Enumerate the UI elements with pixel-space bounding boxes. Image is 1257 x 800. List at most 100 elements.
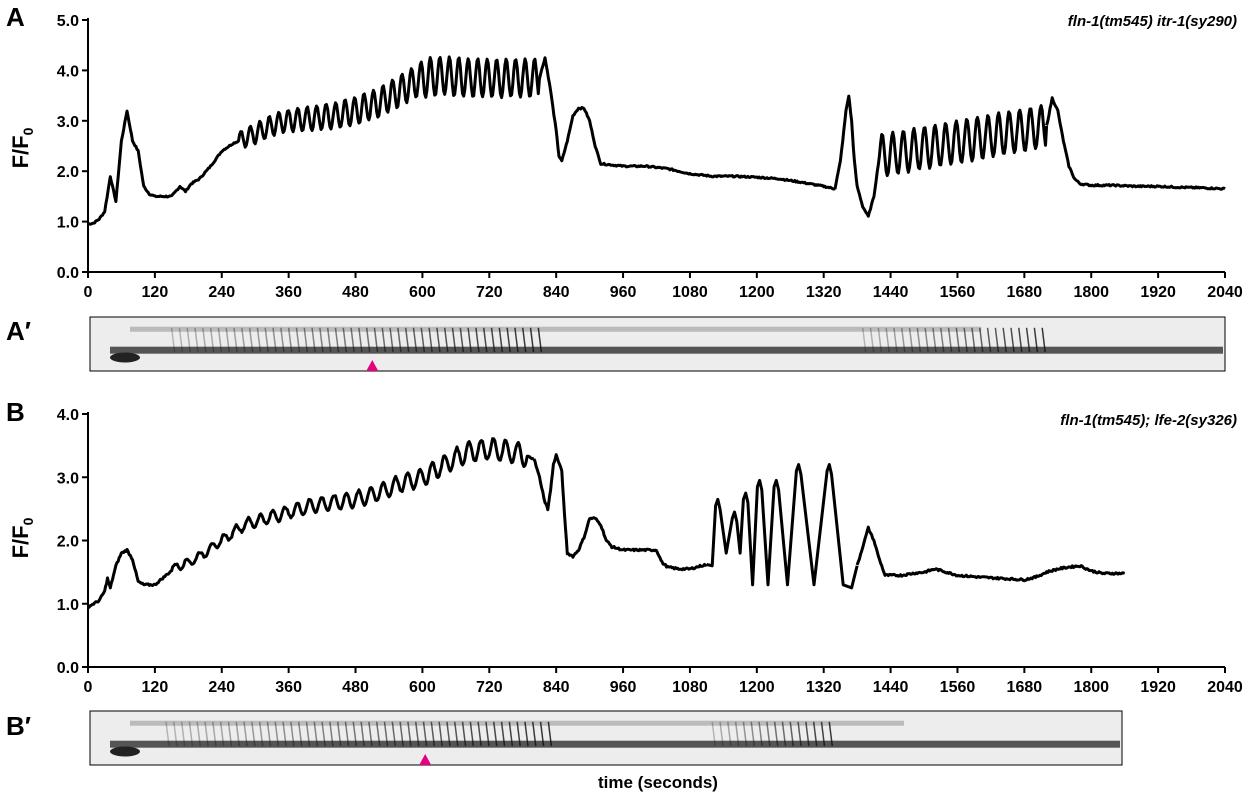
- kymo-stripe: [344, 721, 350, 747]
- kymo-stripe: [329, 721, 334, 747]
- kymo-stripe: [217, 327, 223, 353]
- kymo-stripe: [303, 327, 308, 353]
- kymo-stripe: [225, 327, 230, 353]
- y-tick-label: 3.0: [57, 114, 79, 131]
- kymo-stripe: [311, 327, 316, 353]
- kymo-stripe: [188, 721, 194, 747]
- panel-b-trace-group: [87, 437, 1126, 609]
- kymo-stripe: [170, 327, 176, 353]
- kymo-stripe: [375, 721, 381, 747]
- kymo-stripe: [482, 327, 488, 353]
- panel-trace-segment: [1045, 96, 1226, 191]
- kymo-stripe: [955, 327, 961, 353]
- panel-a-trace-group: [87, 55, 1226, 226]
- kymo-stripe: [742, 721, 748, 747]
- kymo-stripe: [202, 327, 207, 353]
- panel-b-spike-train: [706, 463, 859, 590]
- kymo-stripe: [877, 327, 883, 353]
- x-tick-label: 960: [610, 284, 637, 301]
- kymo-band: [130, 326, 982, 332]
- kymo-stripe: [734, 721, 740, 747]
- kymo-stripe: [342, 327, 348, 353]
- y-tick-label: 2.0: [57, 164, 79, 181]
- y-tick-label: 0.0: [57, 265, 79, 282]
- kymo-stripe: [297, 721, 303, 747]
- x-tick-label: 960: [610, 679, 637, 696]
- kymo-stripe: [820, 721, 826, 747]
- panel-b-axes: 0.0 1.0 2.0 3.0 4.0 0 120 240 360 480 600 720 840 960…: [57, 407, 1243, 696]
- x-tick-label: 0: [84, 679, 93, 696]
- panel-b-ylabel: F/F0: [8, 517, 36, 558]
- kymo-stripe: [477, 721, 482, 747]
- y-tick-label: 4.0: [57, 407, 79, 424]
- kymo-stripe: [389, 327, 394, 353]
- y-tick-label: 1.0: [57, 597, 79, 614]
- kymo-stripe: [194, 327, 199, 353]
- kymo-stripe: [529, 327, 535, 353]
- x-tick-label: 1200: [739, 679, 775, 696]
- kymo-stripe: [947, 327, 953, 353]
- kymo-stripe: [446, 721, 451, 747]
- kymo-stripe: [500, 721, 506, 747]
- kymo-stripe: [430, 721, 436, 747]
- kymo-stripe: [248, 327, 254, 353]
- x-tick-label: 1080: [672, 679, 708, 696]
- kymo-stripe: [916, 327, 922, 353]
- kymo-stripe: [789, 721, 795, 747]
- panel-a-ylabel: F/F0: [8, 127, 36, 168]
- kymo-stripe: [475, 327, 480, 353]
- x-tick-label: 720: [476, 284, 503, 301]
- kymo-stripe: [900, 327, 906, 353]
- kymo-stripe: [414, 721, 420, 747]
- kymo-stripe: [373, 327, 379, 353]
- x-tick-label: 1440: [873, 284, 909, 301]
- kymo-stripe: [1041, 327, 1046, 353]
- x-tick-label: 1800: [1073, 284, 1109, 301]
- kymo-stripe: [233, 327, 238, 353]
- panel-trace-segment: [87, 437, 535, 609]
- kymo-stripe: [290, 721, 295, 747]
- kymo-stripe: [1002, 327, 1007, 353]
- y-tick-label: 2.0: [57, 534, 79, 551]
- kymo-stripe: [412, 327, 418, 353]
- x-tick-label: 360: [275, 679, 302, 696]
- x-tick-label: 1560: [940, 284, 976, 301]
- kymo-band: [110, 346, 1223, 354]
- kymo-band: [110, 740, 1120, 748]
- x-tick-label: 600: [409, 679, 436, 696]
- kymo-stripe: [514, 327, 519, 353]
- x-tick-label: 840: [543, 284, 570, 301]
- kymo-stripe: [178, 327, 184, 353]
- kymo-stripe: [828, 721, 834, 747]
- kymo-stripe: [766, 721, 771, 747]
- kymo-stripe: [404, 327, 410, 353]
- kymograph-b-prime: B′: [6, 710, 1123, 766]
- kymo-stripe: [336, 721, 342, 747]
- kymo-stripe: [498, 327, 504, 353]
- kymo-stripe: [469, 721, 475, 747]
- kymo-stripe: [407, 721, 412, 747]
- kymo-stripe: [924, 327, 929, 353]
- kymo-stripe: [493, 721, 498, 747]
- kymo-stripe: [861, 327, 867, 353]
- kymo-stripe: [391, 721, 397, 747]
- kymo-blob: [110, 746, 140, 757]
- y-tick-label: 3.0: [57, 470, 79, 487]
- kymo-stripe: [258, 721, 264, 747]
- kymo-blob: [110, 352, 140, 363]
- kymo-stripe: [908, 327, 914, 353]
- kymo-stripe: [758, 721, 763, 747]
- kymo-stripe: [711, 721, 716, 747]
- x-tick-label: 1560: [940, 679, 976, 696]
- kymo-stripe: [243, 721, 248, 747]
- kymo-stripe: [485, 721, 490, 747]
- kymo-stripe: [506, 327, 511, 353]
- kymo-stripe: [524, 721, 529, 747]
- kymo-stripe: [241, 327, 246, 353]
- panel-a-letter: A: [6, 2, 25, 32]
- kymo-stripe: [360, 721, 365, 747]
- kymo-stripe: [521, 327, 527, 353]
- kymo-stripe: [459, 327, 465, 353]
- x-tick-label: 1440: [873, 679, 909, 696]
- kymo-stripe: [173, 721, 178, 747]
